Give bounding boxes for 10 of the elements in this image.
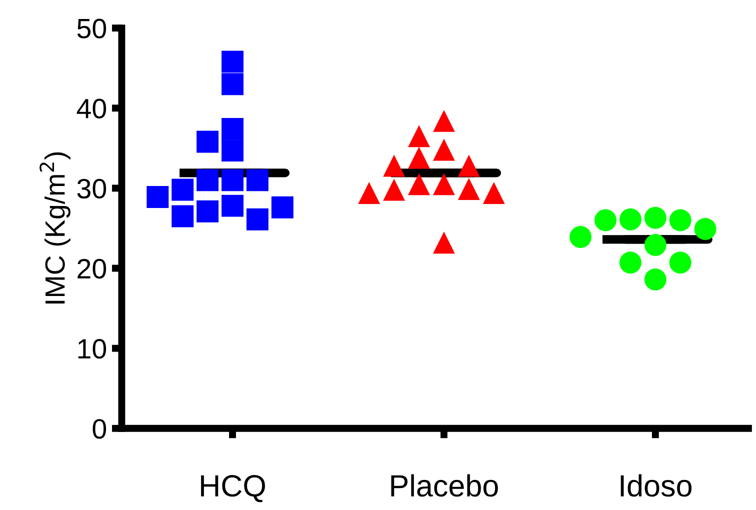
y-tick-label: 20 xyxy=(78,258,106,279)
y-tick-label: 30 xyxy=(77,178,106,199)
x-tick-label: Idoso xyxy=(620,474,692,497)
y-axis-title: IMC (Kg/m$^{2}$) xyxy=(40,152,70,304)
x-tick-label: HCQ xyxy=(201,475,265,502)
y-tick-label: 40 xyxy=(76,98,106,118)
y-tick-label: 10 xyxy=(78,339,106,359)
x-tick-label: Placebo xyxy=(391,474,498,497)
y-tick-label: 0 xyxy=(92,419,106,439)
y-tick-label: 50 xyxy=(77,18,106,38)
